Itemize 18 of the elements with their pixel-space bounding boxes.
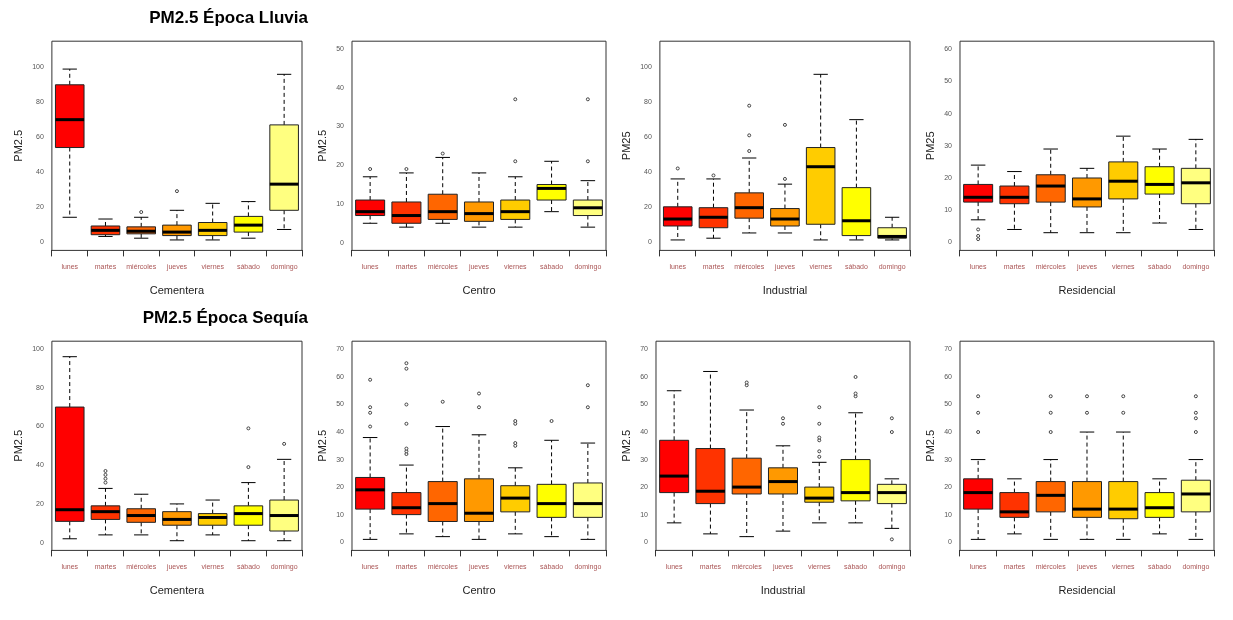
- x-axis-title: Cementera: [149, 584, 206, 597]
- x-axis-title: Centro: [462, 284, 496, 297]
- x-axis-title: Industrial: [760, 584, 806, 597]
- y-axis-title: PM25: [923, 131, 936, 161]
- y-axis-title: PM25: [619, 131, 632, 161]
- chart-title: PM2.5 Época Sequía: [142, 308, 308, 327]
- y-axis-title: PM2.5: [11, 429, 24, 462]
- y-axis-title: PM2.5: [923, 429, 936, 462]
- y-axis-title: PM2.5: [619, 429, 632, 462]
- y-axis-title: PM2.5: [315, 129, 328, 162]
- x-axis-title: Residencial: [1058, 284, 1116, 297]
- x-axis-title: Industrial: [762, 284, 808, 297]
- x-axis-title: Centro: [462, 584, 496, 597]
- x-axis-title: Cementera: [149, 284, 206, 297]
- x-axis-title: Residencial: [1058, 584, 1116, 597]
- y-axis-title: PM2.5: [11, 129, 24, 162]
- y-axis-title: PM2.5: [315, 429, 328, 462]
- chart-title: PM2.5 Época Lluvia: [149, 8, 308, 27]
